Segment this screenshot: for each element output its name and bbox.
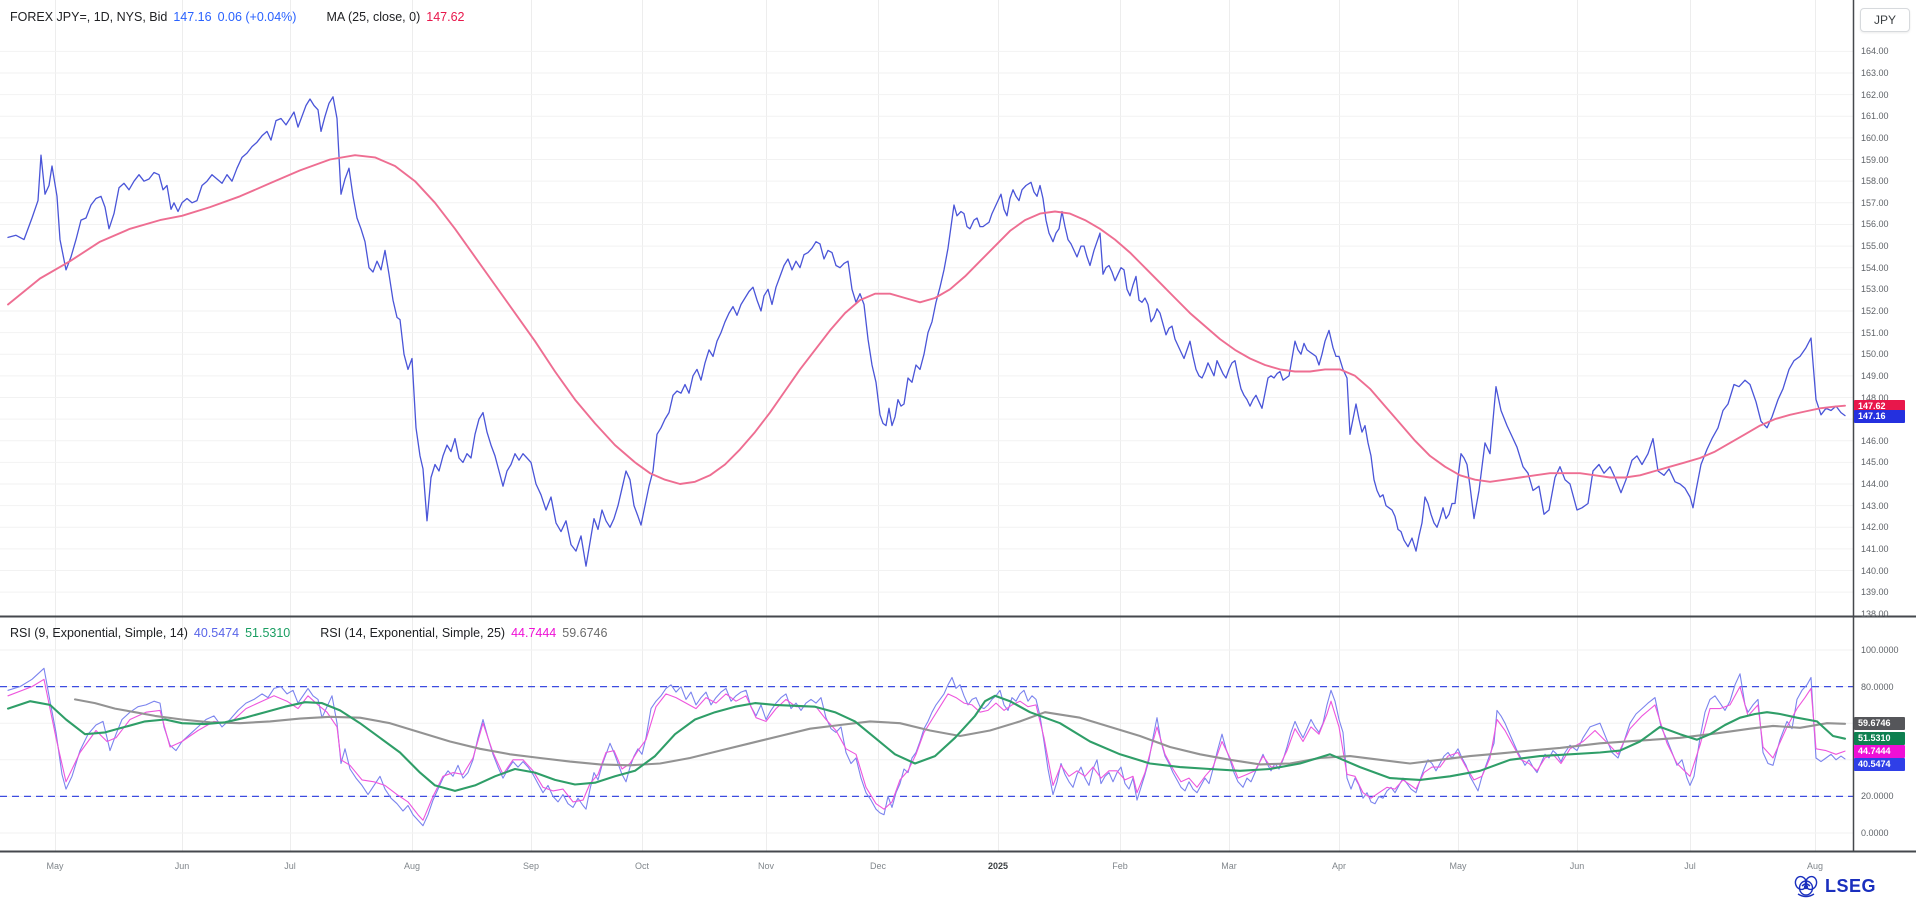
x-axis-month-label: Jul bbox=[1684, 861, 1696, 871]
rsi-slow-value: 44.7444 bbox=[511, 626, 557, 640]
x-axis-year-label: 2025 bbox=[987, 861, 1009, 871]
rsi-fast-smooth-value: 51.5310 bbox=[245, 626, 291, 640]
price-axis-tick-label: 160.00 bbox=[1861, 132, 1889, 143]
price-axis-tick-label: 140.00 bbox=[1861, 565, 1889, 576]
x-axis-month-label: May bbox=[1449, 861, 1467, 871]
rsi-slow-smooth-line bbox=[73, 698, 1847, 767]
rsi-tag: 44.7444 bbox=[1854, 745, 1905, 759]
x-axis-month-label: Aug bbox=[403, 861, 421, 871]
x-axis-month-label: Mar bbox=[1221, 861, 1237, 871]
price-axis-tick-label: 154.00 bbox=[1861, 262, 1889, 273]
price-axis-tick-label: 161.00 bbox=[1861, 111, 1889, 122]
rsi-fast-label: RSI (9, Exponential, Simple, 14) bbox=[10, 626, 188, 640]
x-axis-month-label: Aug bbox=[1806, 861, 1824, 871]
price-axis-tick-label: 143.00 bbox=[1861, 500, 1889, 511]
price-axis-tick-label: 150.00 bbox=[1861, 349, 1889, 360]
rsi-fast-value: 40.5474 bbox=[193, 626, 240, 640]
x-axis-month-label: May bbox=[46, 861, 64, 871]
price-tag: 147.62 bbox=[1854, 399, 1905, 413]
price-axis-tick-label: 157.00 bbox=[1861, 197, 1889, 208]
price-axis-currency-chip[interactable]: JPY bbox=[1860, 8, 1910, 32]
rsi-tag: 51.5310 bbox=[1854, 732, 1905, 746]
lseg-crest-icon bbox=[1794, 875, 1818, 898]
price-axis-tick-label: 148.00 bbox=[1861, 392, 1889, 403]
rsi-fast-smooth-line bbox=[6, 694, 1847, 792]
price-legend[interactable]: FOREX JPY=, 1D, NYS, Bid 147.16 0.06 (+0… bbox=[10, 10, 464, 24]
x-axis-month-label: Oct bbox=[634, 861, 650, 871]
price-axis-tick-label: 145.00 bbox=[1861, 457, 1889, 468]
rsi-legend[interactable]: RSI (9, Exponential, Simple, 14) 40.5474… bbox=[10, 626, 607, 640]
rsi-axis-tick-label: 20.0000 bbox=[1861, 791, 1894, 802]
price-axis-tick-label: 146.00 bbox=[1861, 435, 1889, 446]
price-axis-tick-label: 138.00 bbox=[1861, 608, 1889, 619]
x-axis-month-label: Jun bbox=[1569, 861, 1585, 871]
price-axis-tick-label: 144.00 bbox=[1861, 479, 1889, 489]
series-layer bbox=[6, 96, 1847, 827]
rsi-axis-tick-label: 100.0000 bbox=[1861, 645, 1899, 655]
rsi-slow-smooth-value: 59.6746 bbox=[562, 626, 608, 640]
price-axis-tick-label: 162.00 bbox=[1861, 89, 1889, 100]
price-tag: 147.16 bbox=[1854, 409, 1905, 423]
price-axis-tick-label: 163.00 bbox=[1861, 68, 1889, 78]
price-axis-tick-label: 142.00 bbox=[1861, 522, 1889, 533]
ma-value: 147.62 bbox=[426, 10, 465, 24]
x-axis-month-label: Nov bbox=[757, 861, 775, 871]
rsi-fast-line bbox=[7, 667, 1846, 827]
x-axis-month-label: Jul bbox=[284, 861, 296, 871]
price-axis-tick-label: 155.00 bbox=[1861, 241, 1889, 252]
price-line bbox=[7, 96, 1846, 567]
x-axis-month-label: Apr bbox=[1331, 861, 1347, 871]
price-axis-tick-label: 151.00 bbox=[1861, 327, 1889, 338]
price-axis-tick-label: 141.00 bbox=[1861, 543, 1889, 554]
chrome-layer bbox=[0, 0, 1916, 853]
price-axis-tick-label: 153.00 bbox=[1861, 284, 1889, 295]
price-axis-tick-label: 156.00 bbox=[1861, 219, 1889, 230]
price-axis-tick-label: 164.00 bbox=[1861, 46, 1889, 57]
instrument-label: FOREX JPY=, 1D, NYS, Bid bbox=[10, 10, 168, 24]
x-axis-month-label: Feb bbox=[1112, 861, 1128, 871]
rsi-slow-line bbox=[7, 678, 1846, 821]
x-axis-month-label: Sep bbox=[522, 861, 540, 871]
price-axis-tick-label: 139.00 bbox=[1861, 587, 1889, 598]
lseg-watermark-text: LSEG bbox=[1825, 876, 1877, 896]
ma-label: MA (25, close, 0) bbox=[326, 10, 421, 24]
price-axis-tick-label: 158.00 bbox=[1861, 176, 1889, 187]
ma-line bbox=[7, 154, 1846, 485]
rsi-tag: 40.5474 bbox=[1854, 758, 1905, 772]
x-axis-month-label: Dec bbox=[869, 861, 887, 871]
price-axis-tick-label: 152.00 bbox=[1861, 306, 1889, 316]
rsi-axis-tick-label: 0.0000 bbox=[1861, 828, 1889, 838]
lseg-watermark: LSEG bbox=[1793, 875, 1876, 898]
last-price-value: 147.16 bbox=[173, 10, 212, 24]
currency-label: JPY bbox=[1873, 13, 1896, 27]
price-axis-tick-label: 149.00 bbox=[1861, 370, 1889, 381]
price-axis-tick-label: 159.00 bbox=[1861, 154, 1889, 165]
x-axis-month-label: Jun bbox=[174, 861, 190, 871]
rsi-slow-label: RSI (14, Exponential, Simple, 25) bbox=[320, 626, 506, 640]
rsi-tag: 59.6746 bbox=[1854, 717, 1905, 731]
price-change-value: 0.06 (+0.04%) bbox=[217, 10, 297, 24]
rsi-axis-tick-label: 80.0000 bbox=[1861, 681, 1894, 692]
